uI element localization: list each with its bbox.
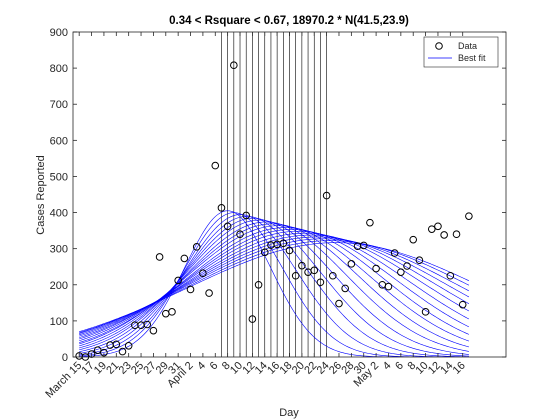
data-point <box>458 300 467 309</box>
data-point <box>465 212 473 220</box>
y-tick-label: 600 <box>50 135 68 147</box>
data-point <box>112 340 121 349</box>
y-tick-label: 100 <box>50 316 68 328</box>
data-point <box>409 235 418 244</box>
y-tick-label: 0 <box>62 352 68 364</box>
data-point <box>322 191 331 200</box>
y-axis-label: Cases Reported <box>35 155 47 235</box>
y-tick-label: 200 <box>50 280 68 292</box>
chart-title: 0.34 < Rsquare < 0.67, 18970.2 * N(41.5,… <box>169 15 409 27</box>
fit-curve <box>79 217 469 357</box>
y-tick-label: 900 <box>50 27 68 39</box>
data-point <box>446 271 455 280</box>
fit-curve <box>79 223 469 348</box>
data-point <box>199 269 207 278</box>
data-point <box>118 347 127 356</box>
data-point <box>254 280 263 289</box>
y-tick-label: 400 <box>50 208 68 220</box>
legend-label: Best fit <box>458 53 486 63</box>
fit-curve <box>79 221 469 352</box>
legend-marker <box>435 42 443 50</box>
data-point <box>242 211 250 220</box>
data-point <box>397 268 405 276</box>
data-point <box>260 248 269 257</box>
data-point <box>186 285 195 294</box>
data-point <box>390 249 399 257</box>
data-point <box>440 231 448 239</box>
fit-curve <box>79 216 469 357</box>
data-point <box>93 346 102 354</box>
y-tick-label: 500 <box>50 171 68 183</box>
data-point <box>230 61 238 70</box>
fit-curve <box>79 242 470 332</box>
data-point <box>316 278 325 287</box>
data-point <box>87 350 96 358</box>
data-point <box>143 320 152 329</box>
data-point <box>180 254 189 263</box>
data-point <box>124 342 133 350</box>
data-point <box>223 222 232 231</box>
data-point <box>329 271 337 280</box>
data-point <box>347 260 356 268</box>
data-point <box>279 239 288 248</box>
data-point <box>310 266 319 275</box>
data-point <box>372 264 380 273</box>
data-point <box>415 256 424 265</box>
data-point <box>174 276 182 285</box>
data-point <box>341 284 349 293</box>
data-point <box>427 225 436 233</box>
data-point <box>168 308 176 316</box>
data-point <box>217 204 226 212</box>
fit-curve <box>79 229 470 342</box>
data-point <box>434 222 442 231</box>
fit-curve <box>79 227 470 343</box>
y-tick-label: 300 <box>50 244 68 256</box>
data-point <box>155 253 164 261</box>
data-point <box>421 308 430 316</box>
data-point <box>298 261 306 270</box>
data-point <box>248 315 257 323</box>
data-point <box>452 230 461 239</box>
data-point <box>211 161 220 170</box>
data-point <box>236 230 244 239</box>
data-point <box>359 241 368 250</box>
data-point <box>285 246 294 255</box>
data-point <box>403 262 411 270</box>
y-tick-label: 700 <box>50 99 68 111</box>
data-point <box>205 289 213 297</box>
data-point <box>335 299 343 308</box>
x-axis-label: Day <box>279 407 299 419</box>
y-tick-label: 800 <box>50 63 68 75</box>
legend-box <box>423 36 499 68</box>
data-point <box>384 282 393 291</box>
data-point <box>366 218 374 227</box>
data-point <box>149 326 158 335</box>
data-point <box>192 243 201 251</box>
legend-label: Data <box>458 41 477 51</box>
data-point <box>291 271 300 280</box>
